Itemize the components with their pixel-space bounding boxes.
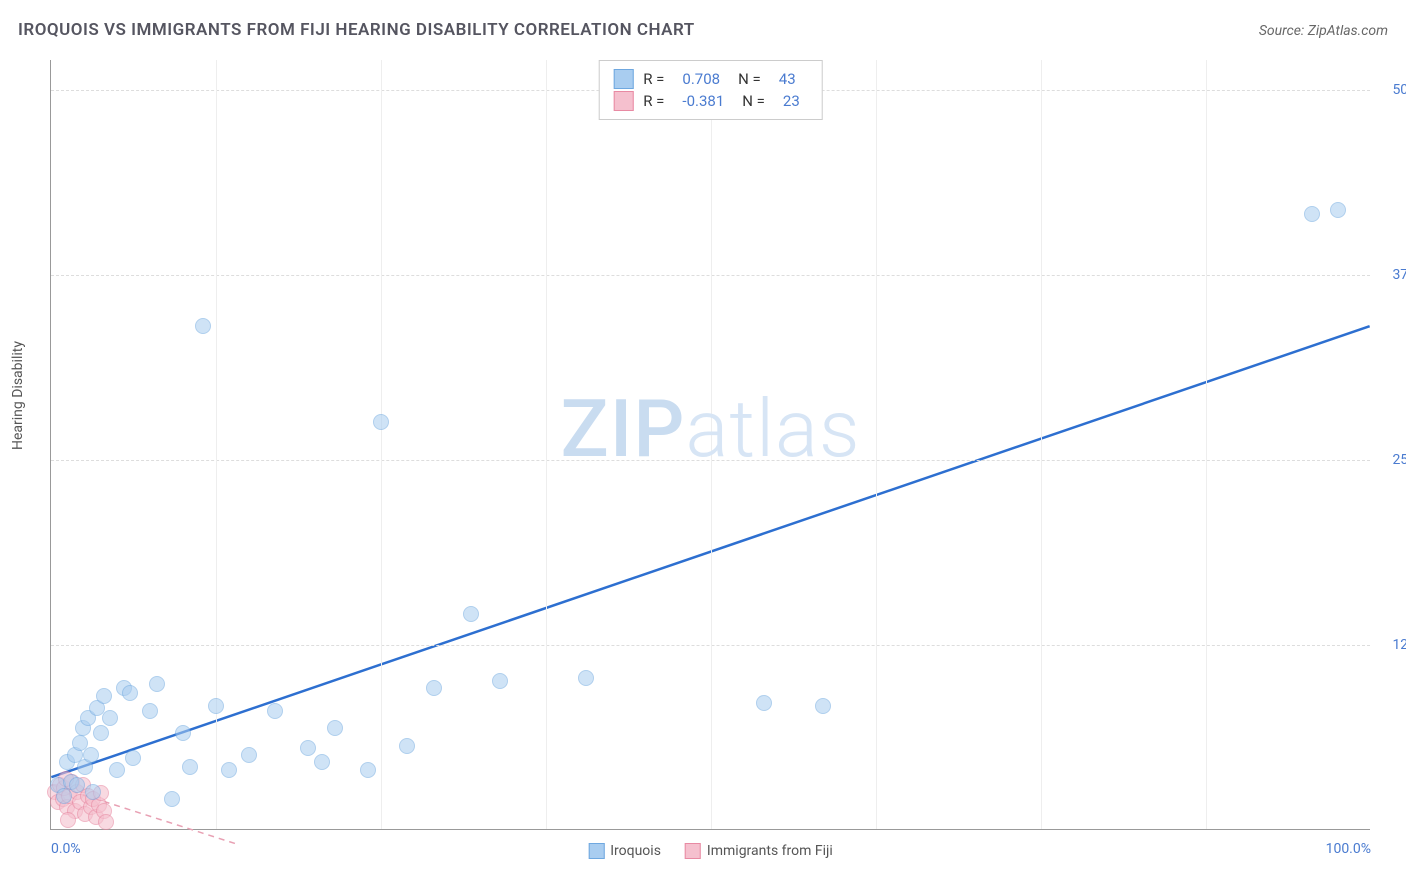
scatter-point xyxy=(93,725,109,741)
scatter-point xyxy=(426,680,442,696)
scatter-point xyxy=(122,685,138,701)
scatter-point xyxy=(1304,206,1320,222)
legend-swatch xyxy=(613,69,633,89)
n-label: N = xyxy=(738,70,761,88)
scatter-point xyxy=(815,698,831,714)
scatter-point xyxy=(69,777,85,793)
scatter-point xyxy=(164,791,180,807)
n-value: 23 xyxy=(783,92,800,110)
legend-label: Iroquois xyxy=(610,843,661,859)
scatter-point xyxy=(373,414,389,430)
legend-swatch xyxy=(613,91,633,111)
scatter-point xyxy=(267,703,283,719)
r-label: R = xyxy=(643,70,664,88)
scatter-point xyxy=(142,703,158,719)
scatter-point xyxy=(125,750,141,766)
scatter-point xyxy=(60,812,76,828)
legend-swatch xyxy=(588,843,604,859)
scatter-point xyxy=(756,695,772,711)
correlation-legend: R = 0.708 N = 43 R = -0.381 N = 23 xyxy=(598,60,823,120)
scatter-point xyxy=(102,710,118,726)
legend-label: Immigrants from Fiji xyxy=(707,843,833,859)
chart-title: IROQUOIS VS IMMIGRANTS FROM FIJI HEARING… xyxy=(18,20,695,40)
scatter-point xyxy=(175,725,191,741)
scatter-point xyxy=(360,762,376,778)
scatter-point xyxy=(56,788,72,804)
correlation-row: R = -0.381 N = 23 xyxy=(613,91,808,111)
y-tick-label: 50.0% xyxy=(1375,82,1406,98)
r-value: -0.381 xyxy=(682,92,724,110)
scatter-point xyxy=(85,784,101,800)
scatter-point xyxy=(492,673,508,689)
scatter-point xyxy=(149,676,165,692)
legend-item: Iroquois xyxy=(588,843,661,859)
y-tick-label: 37.5% xyxy=(1375,267,1406,283)
scatter-point xyxy=(96,688,112,704)
scatter-point xyxy=(314,754,330,770)
scatter-point xyxy=(195,318,211,334)
chart-header: IROQUOIS VS IMMIGRANTS FROM FIJI HEARING… xyxy=(18,20,1388,40)
scatter-point xyxy=(300,740,316,756)
r-label: R = xyxy=(643,92,664,110)
gridline-vertical xyxy=(1206,60,1207,829)
scatter-point xyxy=(182,759,198,775)
n-label: N = xyxy=(742,92,765,110)
scatter-point xyxy=(463,606,479,622)
scatter-point xyxy=(98,814,114,830)
scatter-plot-area: ZIPatlas R =0.708N =43R =-0.381N =23 Iro… xyxy=(50,60,1370,830)
gridline-vertical xyxy=(546,60,547,829)
gridline-vertical xyxy=(381,60,382,829)
gridline-vertical xyxy=(711,60,712,829)
gridline-vertical xyxy=(1041,60,1042,829)
x-tick-label: 0.0% xyxy=(51,841,81,857)
source-attribution: Source: ZipAtlas.com xyxy=(1259,23,1388,39)
scatter-point xyxy=(208,698,224,714)
series-legend: Iroquois Immigrants from Fiji xyxy=(588,843,833,859)
y-tick-label: 12.5% xyxy=(1375,637,1406,653)
scatter-point xyxy=(1330,202,1346,218)
y-axis-label: Hearing Disability xyxy=(10,341,26,450)
legend-swatch xyxy=(685,843,701,859)
x-tick-label: 100.0% xyxy=(1326,841,1371,857)
n-value: 43 xyxy=(779,70,796,88)
legend-item: Immigrants from Fiji xyxy=(685,843,833,859)
scatter-point xyxy=(241,747,257,763)
scatter-point xyxy=(578,670,594,686)
r-value: 0.708 xyxy=(682,70,720,88)
scatter-point xyxy=(399,738,415,754)
gridline-vertical xyxy=(876,60,877,829)
correlation-row: R = 0.708 N = 43 xyxy=(613,69,808,89)
scatter-point xyxy=(109,762,125,778)
scatter-point xyxy=(327,720,343,736)
scatter-point xyxy=(221,762,237,778)
scatter-point xyxy=(83,747,99,763)
y-tick-label: 25.0% xyxy=(1375,452,1406,468)
